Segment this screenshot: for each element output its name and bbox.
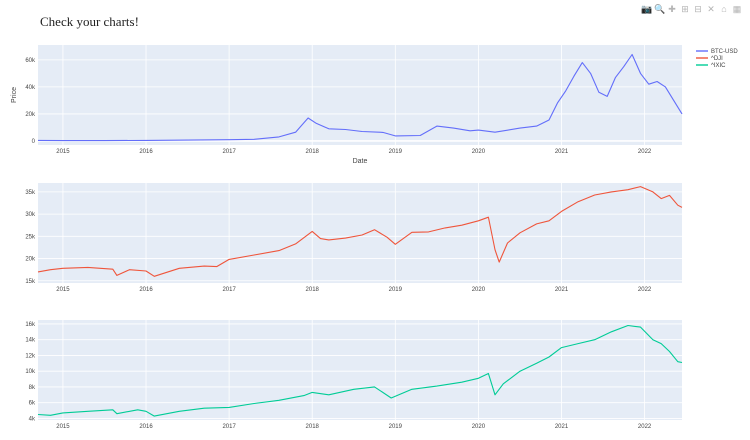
y-tick-label: 25k bbox=[25, 234, 36, 240]
y-axis-title: Price bbox=[11, 87, 18, 103]
legend-label: BTC-USD bbox=[711, 49, 738, 55]
series-line-dji[interactable] bbox=[37, 186, 683, 277]
autoscale-icon[interactable]: ✕ bbox=[707, 4, 715, 14]
x-tick-label: 2017 bbox=[222, 424, 236, 430]
modebar: 📷 🔍 ✚ ⊞ ⊟ ✕ ⌂ ▦ bbox=[641, 4, 742, 14]
y-tick-label: 15k bbox=[25, 279, 36, 285]
x-tick-label: 2018 bbox=[306, 287, 320, 293]
y-tick-label: 0 bbox=[32, 139, 36, 145]
legend-item[interactable]: ^IXIC bbox=[696, 63, 726, 69]
y-tick-label: 20k bbox=[25, 257, 36, 263]
y-tick-label: 10k bbox=[25, 369, 36, 375]
y-tick-label: 40k bbox=[25, 85, 36, 91]
plot-area[interactable] bbox=[38, 45, 682, 145]
x-tick-label: 2016 bbox=[139, 287, 153, 293]
zoom-icon[interactable]: 🔍 bbox=[654, 4, 666, 14]
x-tick-label: 2015 bbox=[56, 149, 70, 155]
x-tick-label: 2021 bbox=[555, 149, 569, 155]
y-tick-label: 35k bbox=[25, 190, 36, 196]
legend-item[interactable]: BTC-USD bbox=[696, 49, 738, 55]
x-tick-label: 2015 bbox=[56, 424, 70, 430]
y-tick-label: 14k bbox=[25, 338, 36, 344]
x-tick-label: 2015 bbox=[56, 287, 70, 293]
x-tick-label: 2017 bbox=[222, 287, 236, 293]
x-tick-label: 2022 bbox=[638, 149, 652, 155]
y-tick-label: 60k bbox=[25, 58, 36, 64]
y-tick-label: 20k bbox=[25, 112, 36, 118]
x-axis-title: Date bbox=[353, 158, 368, 165]
page-title: Check your charts! bbox=[40, 14, 139, 29]
x-tick-label: 2018 bbox=[306, 424, 320, 430]
legend-item[interactable]: ^DJI bbox=[696, 56, 723, 62]
x-tick-label: 2016 bbox=[139, 149, 153, 155]
plotly-logo-icon[interactable]: ▦ bbox=[732, 4, 742, 14]
x-tick-label: 2018 bbox=[306, 149, 320, 155]
x-tick-label: 2019 bbox=[389, 149, 403, 155]
x-tick-label: 2020 bbox=[472, 287, 486, 293]
camera-icon[interactable]: 📷 bbox=[641, 4, 653, 14]
y-tick-label: 4k bbox=[29, 416, 36, 422]
y-tick-label: 6k bbox=[29, 401, 36, 407]
x-tick-label: 2019 bbox=[389, 287, 403, 293]
zoom-out-icon[interactable]: ⊟ bbox=[694, 4, 702, 14]
plot-area[interactable] bbox=[38, 183, 682, 283]
legend[interactable]: BTC-USD^DJI^IXIC bbox=[696, 49, 738, 69]
y-tick-label: 30k bbox=[25, 212, 36, 218]
x-tick-label: 2022 bbox=[638, 287, 652, 293]
y-tick-label: 8k bbox=[29, 385, 36, 391]
x-tick-label: 2019 bbox=[389, 424, 403, 430]
series-line-btcusd[interactable] bbox=[37, 53, 683, 142]
plot-area[interactable] bbox=[38, 320, 682, 420]
x-tick-label: 2020 bbox=[472, 149, 486, 155]
chart-ixic[interactable]: 2015 2016 2017 2018 2019 2020 2021 2022 4k 6k 8k 10… bbox=[25, 320, 683, 430]
legend-label: ^IXIC bbox=[711, 63, 726, 69]
reset-axes-icon[interactable]: ⌂ bbox=[721, 4, 727, 14]
x-tick-label: 2016 bbox=[139, 424, 153, 430]
series-line-ixic[interactable] bbox=[37, 324, 683, 417]
pan-icon[interactable]: ✚ bbox=[668, 4, 676, 14]
y-tick-label: 16k bbox=[25, 322, 36, 328]
x-tick-label: 2021 bbox=[555, 287, 569, 293]
x-tick-label: 2020 bbox=[472, 424, 486, 430]
legend-label: ^DJI bbox=[711, 56, 723, 62]
chart-dji[interactable]: 2015 2016 2017 2018 2019 2020 2021 2022 15k 20k 25… bbox=[25, 183, 683, 293]
x-tick-label: 2022 bbox=[638, 424, 652, 430]
x-tick-label: 2017 bbox=[222, 149, 236, 155]
chart-btc-usd[interactable]: 2015 2016 2017 2018 2019 2020 2021 2022 0 20k 40k 6… bbox=[11, 45, 683, 165]
x-tick-label: 2021 bbox=[555, 424, 569, 430]
zoom-in-icon[interactable]: ⊞ bbox=[681, 4, 689, 14]
y-tick-label: 12k bbox=[25, 353, 36, 359]
